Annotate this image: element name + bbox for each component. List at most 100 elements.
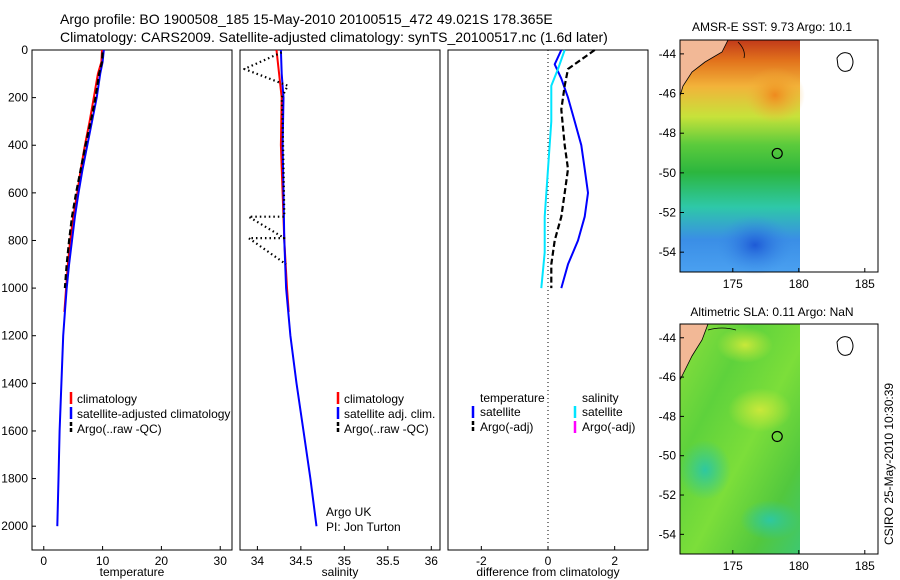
sla-map-panel: Altimetric SLA: 0.11 Argo: NaN 175 180 185… — [659, 305, 879, 573]
y-tick-label: -50 — [659, 449, 677, 463]
sst-warm-patch — [745, 67, 805, 123]
salinity-legend: climatology satellite adj. clim. Argo(..… — [336, 392, 435, 436]
sla-map-ticks: 175 180 185 -44 -46 -48 -50 -52 -54 — [659, 331, 875, 573]
legend-label-argo: Argo(..raw -QC) — [344, 422, 429, 436]
x-tick-label: 185 — [855, 277, 875, 291]
x-tick-label: 35.5 — [376, 554, 400, 568]
difference-lines — [540, 49, 596, 550]
sst-map-ticks: 175 180 185 -44 -46 -48 -50 -52 -54 — [659, 47, 875, 291]
x-tick-label: 36 — [425, 554, 439, 568]
legend-title-salinity: salinity — [582, 391, 619, 405]
sla-map-title: Altimetric SLA: 0.11 Argo: NaN — [690, 305, 853, 319]
salinity-panel: 34 34.5 35 35.5 36 salinity climatology sate… — [239, 49, 441, 579]
legend-label-temp-argo: Argo(-adj) — [480, 420, 533, 434]
y-tick-label: 600 — [8, 186, 28, 200]
series-line — [553, 49, 589, 289]
sst-chatham-island — [836, 52, 854, 72]
x-tick-label: 175 — [723, 277, 743, 291]
x-tick-label: 175 — [723, 559, 743, 573]
sst-map-axes — [679, 39, 879, 273]
series-line — [550, 49, 596, 289]
y-tick-label: -52 — [659, 488, 677, 502]
difference-panel: -2 0 2 difference from climatology tempera… — [447, 49, 649, 579]
y-tick-label: 0 — [21, 43, 28, 57]
sst-argo-location-marker — [771, 147, 783, 160]
x-tick-label: 35 — [338, 554, 352, 568]
legend-title-temperature: temperature — [480, 391, 545, 405]
sla-yellow-patch — [717, 327, 773, 363]
temperature-legend: climatology satellite-adjusted climatolo… — [69, 392, 230, 436]
x-tick-label: 2 — [611, 554, 618, 568]
salinity-ticks: 34 34.5 35 35.5 36 — [251, 546, 439, 568]
y-tick-label: -44 — [659, 331, 677, 345]
salinity-xlabel: salinity — [322, 565, 359, 579]
temperature-xlabel: temperature — [100, 565, 165, 579]
y-tick-label: -52 — [659, 206, 677, 220]
y-tick-label: 800 — [8, 233, 28, 247]
legend-label-sal-argo: Argo(-adj) — [582, 420, 635, 434]
y-tick-label: -48 — [659, 126, 677, 140]
x-tick-label: 180 — [789, 277, 809, 291]
legend-label-satellite: satellite adj. clim. — [344, 407, 435, 421]
y-tick-label: 2000 — [1, 519, 28, 533]
sla-teal-patch — [740, 500, 800, 540]
legend-label-sal-satellite: satellite — [582, 405, 623, 419]
y-tick-label: -54 — [659, 245, 677, 259]
y-tick-label: -48 — [659, 409, 677, 423]
legend-label-satellite: satellite-adjusted climatology — [77, 407, 230, 421]
x-tick-label: 34 — [251, 554, 265, 568]
sla-teal-patch — [679, 440, 731, 500]
temperature-panel: 0 10 20 30 0 200 400 600 800 1000 1200 1400 1600 1800… — [1, 43, 233, 579]
float-owner: Argo UK — [326, 505, 371, 519]
y-tick-label: 1800 — [1, 472, 28, 486]
y-tick-label: 1200 — [1, 329, 28, 343]
y-tick-label: 400 — [8, 138, 28, 152]
sla-argo-location-marker — [771, 430, 783, 443]
x-tick-label: -2 — [476, 554, 487, 568]
sla-chatham-island — [836, 336, 854, 356]
x-tick-label: 180 — [789, 559, 809, 573]
y-tick-label: 200 — [8, 91, 28, 105]
float-pi: PI: Jon Turton — [326, 520, 401, 534]
figure-title-line1: Argo profile: BO 1900508_185 15-May-2010… — [60, 11, 553, 27]
x-tick-label: 0 — [40, 554, 47, 568]
series-line — [279, 49, 318, 527]
difference-legend: temperature salinity satellite Argo(-adj… — [471, 391, 635, 434]
creator-timestamp: CSIRO 25-May-2010 10:30:39 — [882, 383, 896, 545]
temperature-axes — [31, 49, 233, 551]
y-tick-label: -44 — [659, 47, 677, 61]
x-tick-label: 185 — [855, 559, 875, 573]
legend-label-argo: Argo(..raw -QC) — [77, 422, 162, 436]
x-tick-label: 20 — [155, 554, 169, 568]
series-line — [243, 51, 289, 266]
sst-map-panel: AMSR-E SST: 9.73 Argo: 10.1 175 180 185 -44… — [659, 20, 879, 291]
legend-label-temp-satellite: satellite — [480, 405, 521, 419]
series-line — [56, 49, 105, 527]
series-line — [540, 49, 566, 289]
salinity-axes — [239, 49, 441, 551]
y-tick-label: -46 — [659, 87, 677, 101]
sst-map-title: AMSR-E SST: 9.73 Argo: 10.1 — [692, 20, 852, 34]
y-tick-label: 1600 — [1, 424, 28, 438]
temperature-lines — [56, 49, 105, 527]
y-tick-label: -46 — [659, 370, 677, 384]
x-tick-label: 30 — [214, 554, 228, 568]
salinity-lines — [243, 49, 318, 527]
temperature-ticks: 0 10 20 30 0 200 400 600 800 1000 1200 1400 1600 1800… — [1, 43, 227, 568]
y-tick-label: 1400 — [1, 376, 28, 390]
difference-xlabel: difference from climatology — [476, 565, 619, 579]
sla-yellow-patch — [728, 388, 792, 432]
y-tick-label: -50 — [659, 166, 677, 180]
sla-map-axes — [679, 323, 879, 555]
x-tick-label: 34.5 — [289, 554, 313, 568]
sst-coast-line — [737, 41, 745, 59]
x-tick-label: 10 — [96, 554, 110, 568]
sst-cold-patch — [717, 215, 793, 275]
legend-label-climatology: climatology — [77, 392, 137, 406]
y-tick-label: -54 — [659, 527, 677, 541]
x-tick-label: 0 — [545, 554, 552, 568]
sla-coast-line — [707, 327, 737, 331]
figure-title-line2: Climatology: CARS2009. Satellite-adjuste… — [60, 29, 608, 45]
y-tick-label: 1000 — [1, 281, 28, 295]
